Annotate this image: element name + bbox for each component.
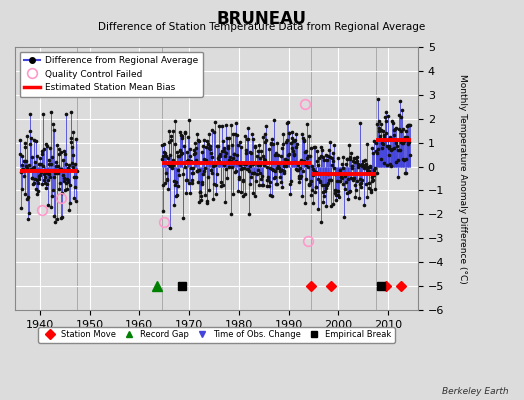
Legend: Station Move, Record Gap, Time of Obs. Change, Empirical Break: Station Move, Record Gap, Time of Obs. C… (38, 327, 395, 343)
Text: BRUNEAU: BRUNEAU (217, 10, 307, 28)
Text: Berkeley Earth: Berkeley Earth (442, 387, 508, 396)
Text: Difference of Station Temperature Data from Regional Average: Difference of Station Temperature Data f… (99, 22, 425, 32)
Y-axis label: Monthly Temperature Anomaly Difference (°C): Monthly Temperature Anomaly Difference (… (458, 74, 467, 283)
